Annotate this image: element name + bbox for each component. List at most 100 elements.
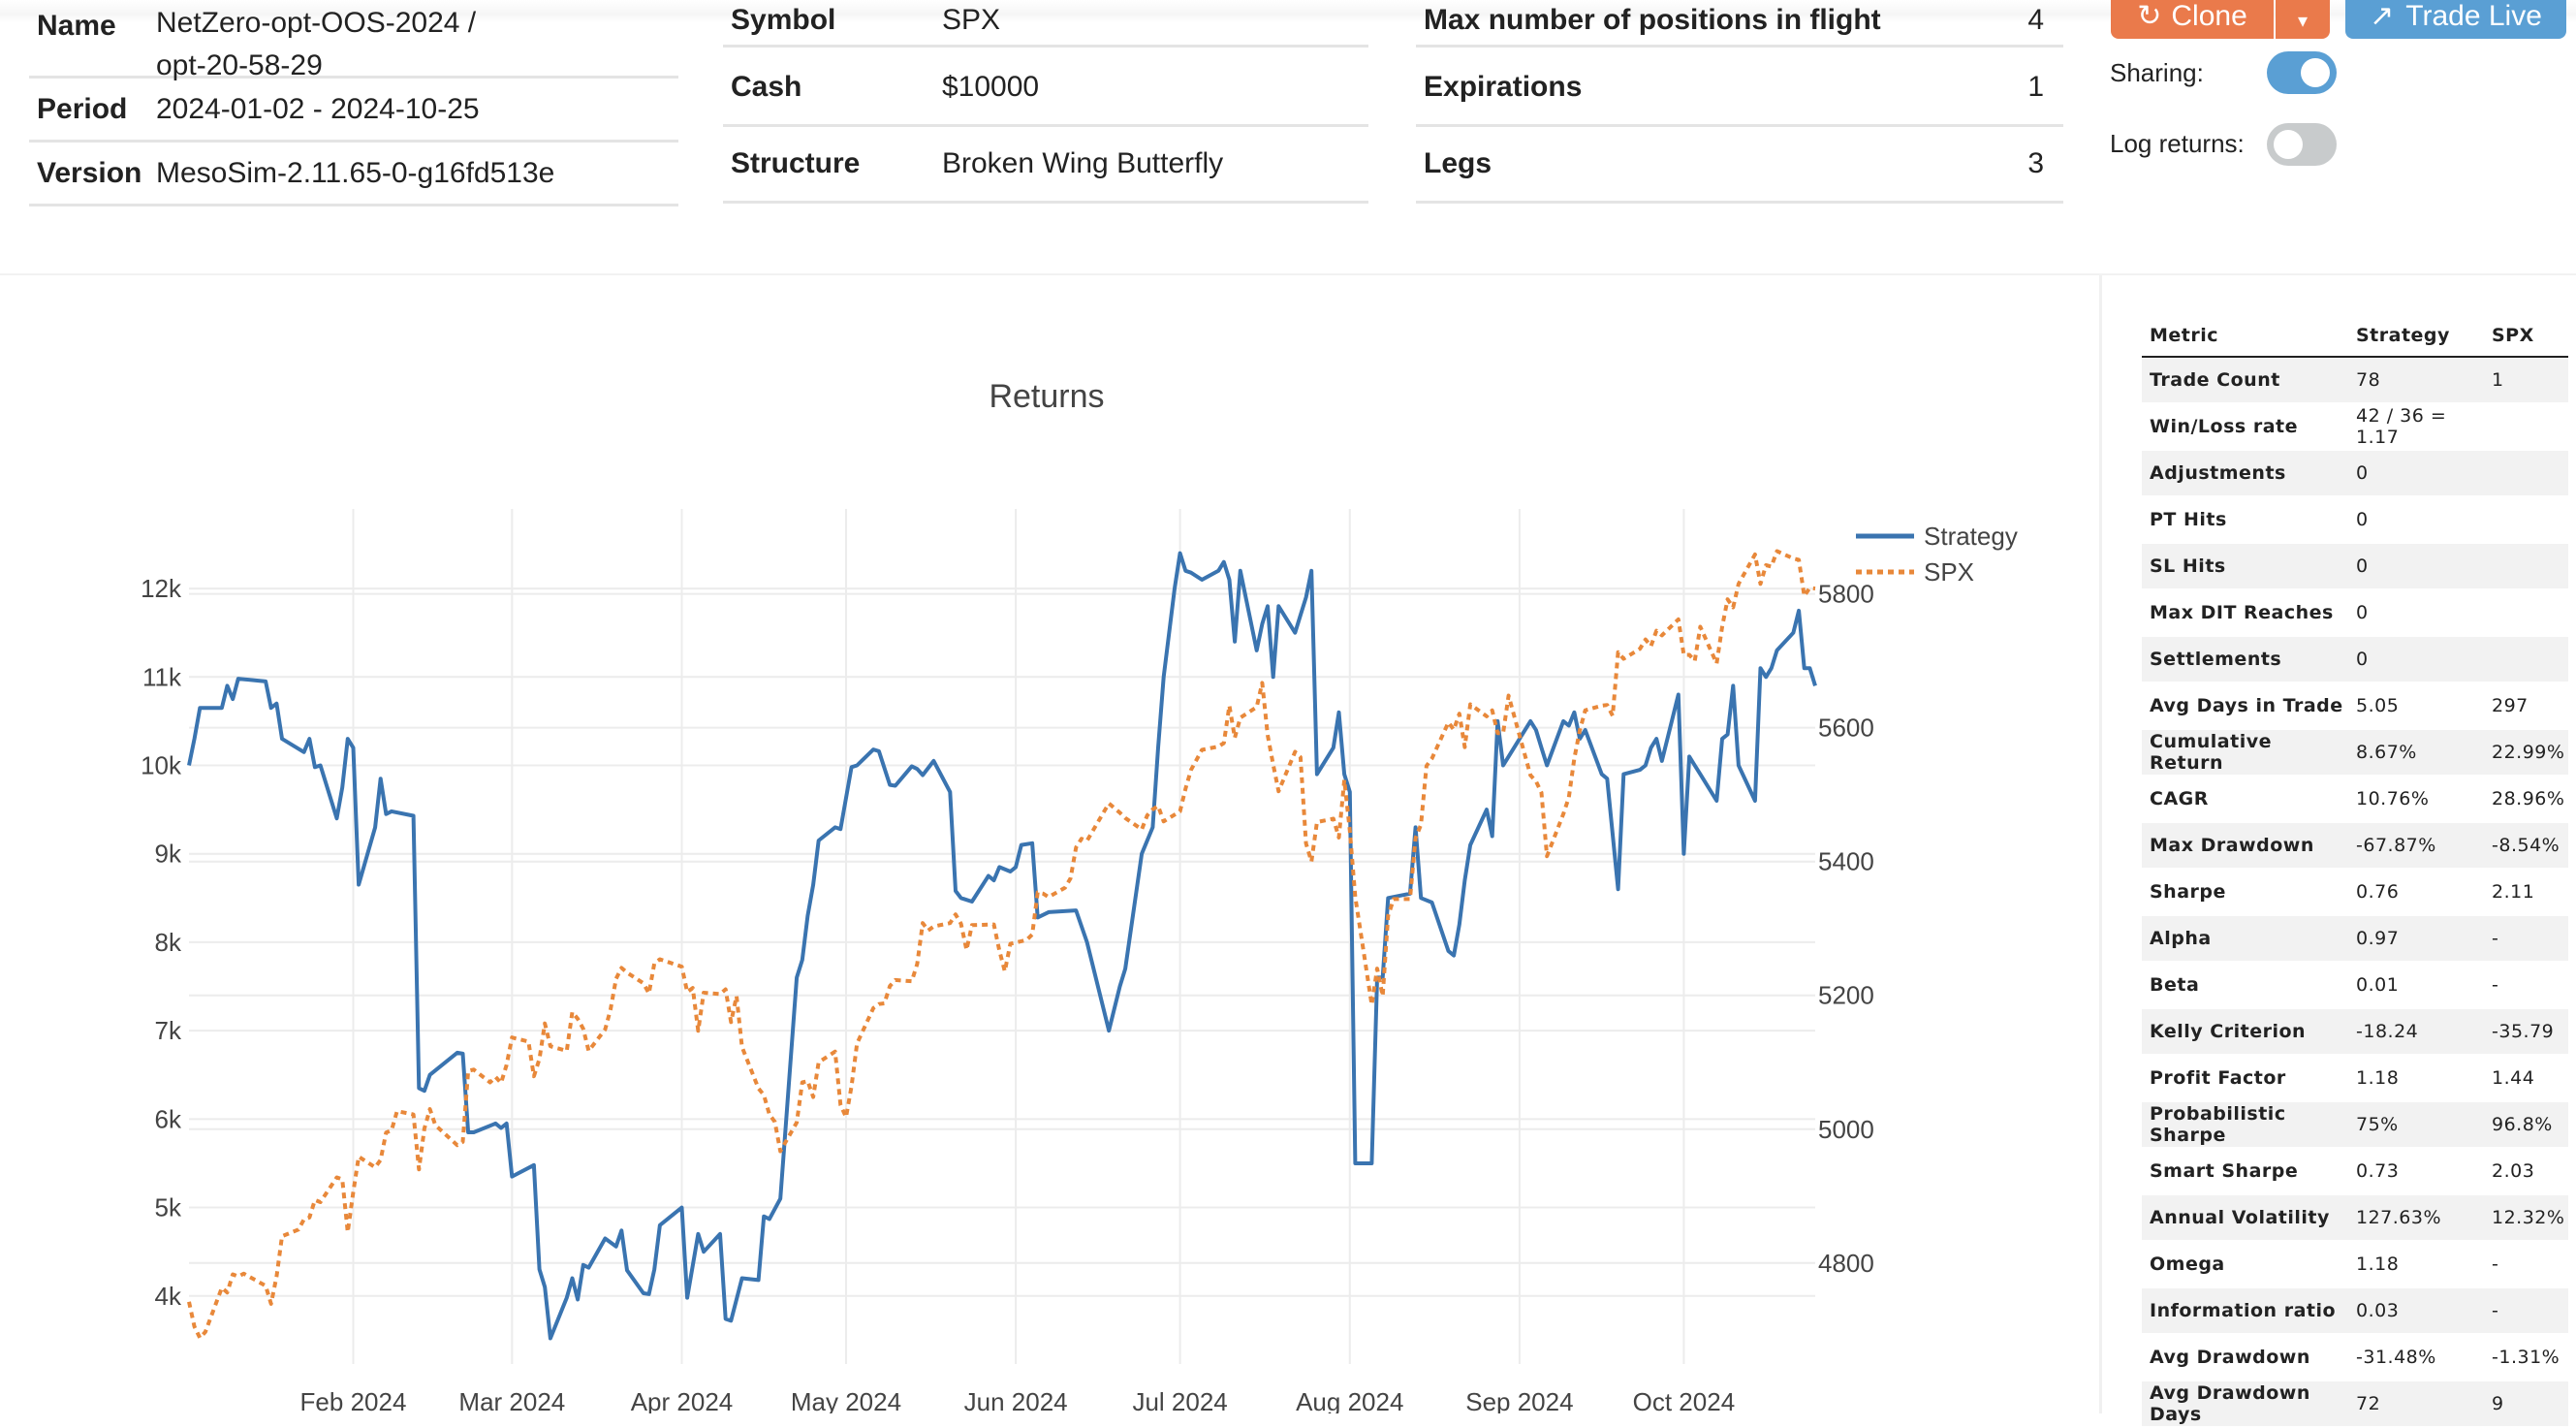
spx-line bbox=[187, 549, 1816, 1341]
metrics-row: PT Hits 0 bbox=[2142, 496, 2568, 544]
metrics-row: Probabilistic Sharpe 75% 96.8% bbox=[2142, 1101, 2568, 1149]
chart-legend: Strategy SPX bbox=[1856, 522, 2018, 587]
info-value: 2024-01-02 - 2024-10-25 bbox=[156, 92, 480, 125]
info-row-max-positions: Max number of positions in flight 4 bbox=[1416, 0, 2063, 48]
x-tick-label: May 2024 bbox=[791, 1387, 901, 1413]
legend-label[interactable]: SPX bbox=[1924, 557, 1974, 587]
trade-live-button-label: Trade Live bbox=[2405, 0, 2542, 32]
info-label: Max number of positions in flight bbox=[1424, 4, 1881, 36]
metric-name: Adjustments bbox=[2142, 450, 2348, 497]
x-tick-label: Jun 2024 bbox=[964, 1387, 1068, 1413]
left-y-tick-label: 11k bbox=[142, 662, 182, 691]
strategy-value: 8.67% bbox=[2348, 729, 2484, 777]
spx-value: -35.79 bbox=[2484, 1008, 2568, 1056]
info-row-symbol: Symbol SPX bbox=[723, 0, 1368, 48]
strategy-value: 0.76 bbox=[2348, 869, 2484, 916]
chart-grid bbox=[189, 509, 1815, 1364]
info-label: Cash bbox=[731, 71, 802, 103]
strategy-value: 42 / 36 = 1.17 bbox=[2348, 403, 2484, 451]
log-returns-toggle[interactable] bbox=[2267, 123, 2337, 166]
strategy-value: 0 bbox=[2348, 543, 2484, 590]
metrics-row: Settlements 0 bbox=[2142, 636, 2568, 683]
metrics-table: Metric Strategy SPX Trade Count 78 1 Win/Lo… bbox=[2142, 315, 2568, 1428]
spx-value: 22.99% bbox=[2484, 729, 2568, 777]
metric-name: Information ratio bbox=[2142, 1287, 2348, 1335]
metric-name: Sharpe bbox=[2142, 869, 2348, 916]
x-tick-label: Oct 2024 bbox=[1633, 1387, 1736, 1413]
sharing-toggle[interactable] bbox=[2267, 51, 2337, 94]
metrics-row: Avg Drawdown Days 72 9 bbox=[2142, 1380, 2568, 1428]
metric-name: Max DIT Reaches bbox=[2142, 589, 2348, 637]
metric-name: Profit Factor bbox=[2142, 1055, 2348, 1102]
left-y-tick-label: 9k bbox=[155, 840, 182, 869]
strategy-value: 0.03 bbox=[2348, 1287, 2484, 1335]
metrics-row: Max DIT Reaches 0 bbox=[2142, 589, 2568, 637]
metric-name: Avg Drawdown bbox=[2142, 1334, 2348, 1381]
metrics-row: Alpha 0.97- bbox=[2142, 915, 2568, 963]
info-label: Structure bbox=[731, 147, 861, 179]
metrics-row: Max Drawdown -67.87% -8.54% bbox=[2142, 822, 2568, 870]
metric-name: Probabilistic Sharpe bbox=[2142, 1101, 2348, 1149]
right-y-tick-label: 5000 bbox=[1818, 1115, 1874, 1144]
spx-value bbox=[2484, 636, 2568, 683]
spx-value: - bbox=[2484, 1287, 2568, 1335]
strategy-value: 0 bbox=[2348, 589, 2484, 637]
spx-value: 2.11 bbox=[2484, 869, 2568, 916]
metric-name: Beta bbox=[2142, 962, 2348, 1009]
x-tick-label: Mar 2024 bbox=[458, 1387, 565, 1413]
info-row-version: Version MesoSim-2.11.65-0-g16fd513e bbox=[29, 143, 678, 206]
info-label: Symbol bbox=[731, 4, 836, 36]
chart-axes: Feb 2024 Mar 2024 Apr 2024 May 2024 Jun 2024… bbox=[141, 574, 1874, 1413]
info-value: $10000 bbox=[942, 71, 1040, 103]
trade-live-button[interactable]: ↗ Trade Live bbox=[2345, 0, 2566, 39]
header-metric: Metric bbox=[2142, 315, 2348, 358]
spx-value: - bbox=[2484, 1241, 2568, 1288]
chart-series bbox=[187, 549, 1817, 1341]
clone-dropdown-button[interactable]: ▾ bbox=[2276, 0, 2330, 39]
metric-name: Avg Days in Trade bbox=[2142, 682, 2348, 730]
info-value: SPX bbox=[942, 4, 1001, 36]
metric-name: Cumulative Return bbox=[2142, 729, 2348, 777]
info-value: 1 bbox=[2027, 71, 2044, 103]
metrics-row: Beta 0.01- bbox=[2142, 962, 2568, 1009]
metrics-row: Sharpe 0.76 2.11 bbox=[2142, 869, 2568, 916]
metrics-row: SL Hits 0 bbox=[2142, 543, 2568, 590]
strategy-value: 0 bbox=[2348, 450, 2484, 497]
metrics-row: Profit Factor 1.18 1.44 bbox=[2142, 1055, 2568, 1102]
right-y-tick-label: 5400 bbox=[1818, 847, 1874, 876]
spx-value bbox=[2484, 496, 2568, 544]
metrics-row: Annual Volatility 127.63% 12.32% bbox=[2142, 1194, 2568, 1242]
chevron-down-icon: ▾ bbox=[2297, 11, 2309, 32]
legend-label[interactable]: Strategy bbox=[1924, 522, 2018, 551]
metrics-row: CAGR 10.76% 28.96% bbox=[2142, 776, 2568, 823]
clone-button[interactable]: ↻ Clone bbox=[2111, 0, 2274, 39]
x-tick-label: Aug 2024 bbox=[1296, 1387, 1403, 1413]
info-row-expirations: Expirations 1 bbox=[1416, 50, 2063, 127]
strategy-value: 1.18 bbox=[2348, 1241, 2484, 1288]
metric-name: PT Hits bbox=[2142, 496, 2348, 544]
left-y-tick-label: 5k bbox=[155, 1193, 182, 1222]
trade-live-icon: ↗ bbox=[2370, 0, 2395, 32]
metrics-header-row: Metric Strategy SPX bbox=[2142, 315, 2568, 358]
metrics-row: Adjustments 0 bbox=[2142, 450, 2568, 497]
clone-button-label: Clone bbox=[2171, 0, 2247, 32]
metric-name: Kelly Criterion bbox=[2142, 1008, 2348, 1056]
spx-value: -1.31% bbox=[2484, 1334, 2568, 1381]
metric-name: Max Drawdown bbox=[2142, 822, 2348, 870]
strategy-value: 5.05 bbox=[2348, 682, 2484, 730]
left-y-tick-label: 4k bbox=[155, 1282, 182, 1311]
chart-title: Returns bbox=[989, 378, 1105, 415]
info-row-legs: Legs 3 bbox=[1416, 127, 2063, 204]
left-y-tick-label: 6k bbox=[155, 1104, 182, 1133]
info-value: NetZero-opt-OOS-2024 / opt-20-58-29 bbox=[156, 7, 477, 81]
strategy-value: 1.18 bbox=[2348, 1055, 2484, 1102]
strategy-value: -31.48% bbox=[2348, 1334, 2484, 1381]
right-y-tick-label: 5800 bbox=[1818, 580, 1874, 609]
header-strategy: Strategy bbox=[2348, 315, 2484, 358]
spx-value bbox=[2484, 450, 2568, 497]
left-y-tick-label: 7k bbox=[155, 1016, 182, 1045]
spx-value: 12.32% bbox=[2484, 1194, 2568, 1242]
spx-value: 2.03 bbox=[2484, 1148, 2568, 1195]
metric-name: Omega bbox=[2142, 1241, 2348, 1288]
metrics-row: Information ratio 0.03- bbox=[2142, 1287, 2568, 1335]
